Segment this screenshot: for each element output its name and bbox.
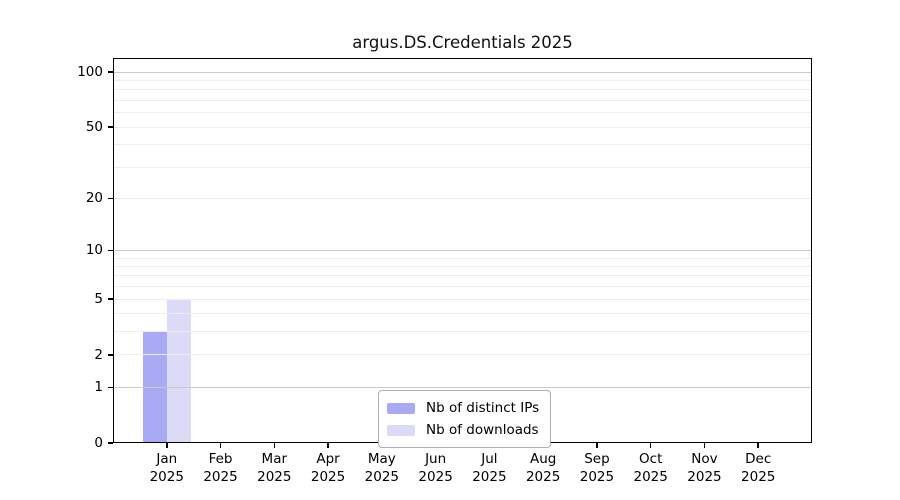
legend: Nb of distinct IPs Nb of downloads — [378, 390, 552, 448]
x-tick-label-dec: Dec 2025 — [741, 451, 776, 485]
y-tick-label-2: 2 — [94, 346, 103, 363]
y-tick-mark-50 — [108, 126, 113, 128]
x-tick-label-mar: Mar 2025 — [257, 451, 292, 485]
gridline-5 — [113, 298, 812, 300]
gridline-60 — [113, 112, 812, 114]
y-tick-mark-20 — [108, 197, 113, 200]
y-tick-mark-10 — [108, 249, 113, 252]
y-tick-mark-2 — [108, 353, 113, 356]
x-tick-mark-feb — [219, 443, 222, 448]
y-tick-mark-0 — [108, 442, 113, 444]
x-tick-label-oct: Oct 2025 — [633, 451, 668, 485]
x-tick-mark-oct — [649, 443, 652, 448]
y-tick-label-100: 100 — [77, 64, 103, 81]
y-tick-label-20: 20 — [85, 190, 103, 207]
gridline-4 — [113, 313, 812, 315]
legend-label-distinct-ips: Nb of distinct IPs — [426, 400, 540, 416]
x-tick-label-apr: Apr 2025 — [310, 451, 346, 485]
legend-item-downloads: Nb of downloads — [387, 419, 539, 441]
gridline-3 — [113, 331, 812, 333]
gridline-100 — [113, 71, 812, 73]
chart-title: argus.DS.Credentials 2025 — [352, 33, 573, 52]
gridline-80 — [113, 89, 812, 91]
x-tick-label-jun: Jun 2025 — [418, 451, 453, 485]
gridline-6 — [113, 286, 812, 288]
y-tick-label-10: 10 — [85, 242, 103, 259]
gridline-2 — [113, 354, 812, 356]
x-tick-label-jul: Jul 2025 — [472, 451, 507, 485]
downloads-swatch — [387, 424, 415, 436]
gridline-40 — [113, 144, 812, 146]
x-tick-label-sep: Sep 2025 — [579, 451, 615, 485]
x-tick-label-aug: Aug 2025 — [525, 451, 561, 485]
x-tick-mark-apr — [327, 443, 329, 448]
y-tick-mark-5 — [108, 298, 113, 300]
gridline-70 — [113, 100, 812, 102]
gridline-90 — [113, 80, 812, 82]
gridline-30 — [113, 166, 812, 168]
bar-downloads-jan — [166, 299, 191, 443]
gridline-8 — [113, 265, 812, 267]
x-tick-mark-mar — [273, 443, 276, 448]
y-tick-label-1: 1 — [94, 379, 103, 396]
x-tick-mark-dec — [757, 443, 760, 448]
x-tick-label-may: May 2025 — [364, 451, 400, 485]
gridline-10 — [113, 249, 812, 251]
x-tick-mark-nov — [703, 443, 706, 448]
legend-item-distinct-ips: Nb of distinct IPs — [387, 397, 539, 419]
gridline-9 — [113, 257, 812, 259]
y-tick-label-0: 0 — [94, 435, 103, 451]
legend-label-downloads: Nb of downloads — [426, 422, 539, 438]
gridline-50 — [113, 126, 812, 128]
y-tick-mark-1 — [108, 386, 113, 389]
y-tick-mark-100 — [108, 71, 113, 73]
y-tick-label-50: 50 — [85, 119, 103, 136]
x-tick-mark-sep — [596, 443, 598, 448]
y-tick-label-5: 5 — [94, 291, 103, 308]
x-tick-label-jan: Jan 2025 — [149, 451, 184, 485]
gridline-1 — [113, 386, 812, 388]
x-tick-label-nov: Nov 2025 — [687, 451, 722, 485]
gridline-7 — [113, 275, 812, 277]
distinct-ips-swatch — [387, 402, 415, 414]
plot-area — [113, 58, 812, 443]
x-tick-mark-jan — [165, 443, 168, 448]
gridline-20 — [113, 197, 812, 199]
x-tick-label-feb: Feb 2025 — [203, 451, 238, 485]
